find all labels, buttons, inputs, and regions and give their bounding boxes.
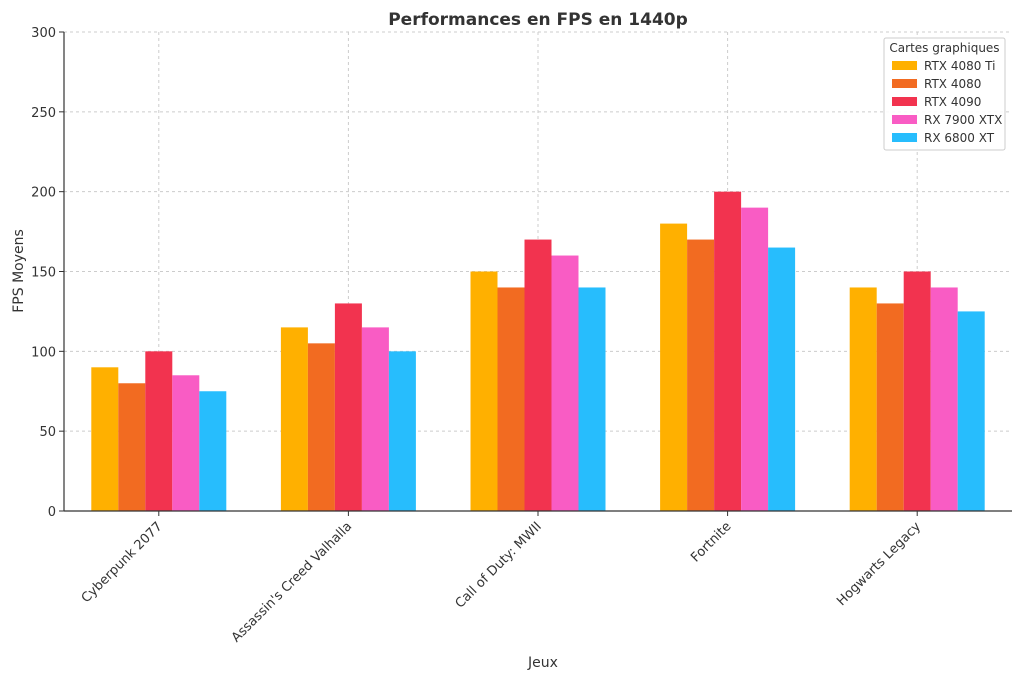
y-ticks: 0 50 100 150 200 250 300 (31, 26, 64, 520)
bar (687, 239, 715, 512)
x-tick-label: Cyberpunk 2077 (79, 519, 166, 606)
bar (660, 223, 688, 511)
legend-swatch (892, 79, 917, 88)
bar (957, 311, 985, 511)
bar (172, 375, 200, 511)
bar (361, 327, 389, 511)
bar (91, 367, 119, 511)
y-tick-label: 50 (39, 425, 56, 440)
y-tick-label: 0 (48, 505, 56, 520)
legend-swatch (892, 115, 917, 124)
bar (903, 271, 931, 511)
bar (145, 351, 173, 511)
bar (741, 207, 769, 511)
legend-title: Cartes graphiques (889, 41, 999, 55)
x-tick-label: Assassin's Creed Valhalla (229, 519, 355, 645)
legend-label: RX 6800 XT (924, 131, 995, 145)
legend-label: RX 7900 XTX (924, 113, 1002, 127)
bar (714, 191, 742, 511)
bar (551, 255, 579, 511)
y-axis-label: FPS Moyens (11, 229, 27, 313)
bar (307, 343, 335, 511)
legend-label: RTX 4090 (924, 95, 981, 109)
bar (334, 303, 362, 511)
bar (497, 287, 525, 511)
x-tick-label: Call of Duty: MWII (453, 519, 545, 611)
bar (930, 287, 958, 511)
x-ticks: Cyberpunk 2077 Assassin's Creed Valhalla C… (79, 511, 924, 646)
y-tick-label: 150 (31, 266, 56, 281)
bar (849, 287, 877, 511)
y-tick-label: 300 (31, 26, 56, 41)
bar (118, 383, 146, 511)
y-tick-label: 250 (31, 106, 56, 121)
legend-swatch (892, 97, 917, 106)
bar (280, 327, 308, 511)
legend-swatch (892, 133, 917, 142)
legend-swatch (892, 61, 917, 70)
bar (876, 303, 904, 511)
bar (768, 247, 796, 512)
x-tick-label: Hogwarts Legacy (834, 519, 924, 609)
chart-title: Performances en FPS en 1440p (388, 10, 688, 30)
x-axis-label: Jeux (527, 655, 558, 671)
bar (524, 239, 552, 512)
y-tick-label: 200 (31, 186, 56, 201)
bar (470, 271, 498, 511)
legend-label: RTX 4080 Ti (924, 59, 995, 73)
bars (91, 191, 985, 512)
legend-label: RTX 4080 (924, 77, 981, 91)
bar (199, 391, 227, 511)
bar (578, 287, 606, 511)
legend-items: RTX 4080 Ti RTX 4080 RTX 4090 RX 7900 XTX RX… (892, 59, 1002, 145)
x-tick-label: Fortnite (688, 519, 734, 565)
bar (388, 351, 416, 511)
y-tick-label: 100 (31, 345, 56, 360)
